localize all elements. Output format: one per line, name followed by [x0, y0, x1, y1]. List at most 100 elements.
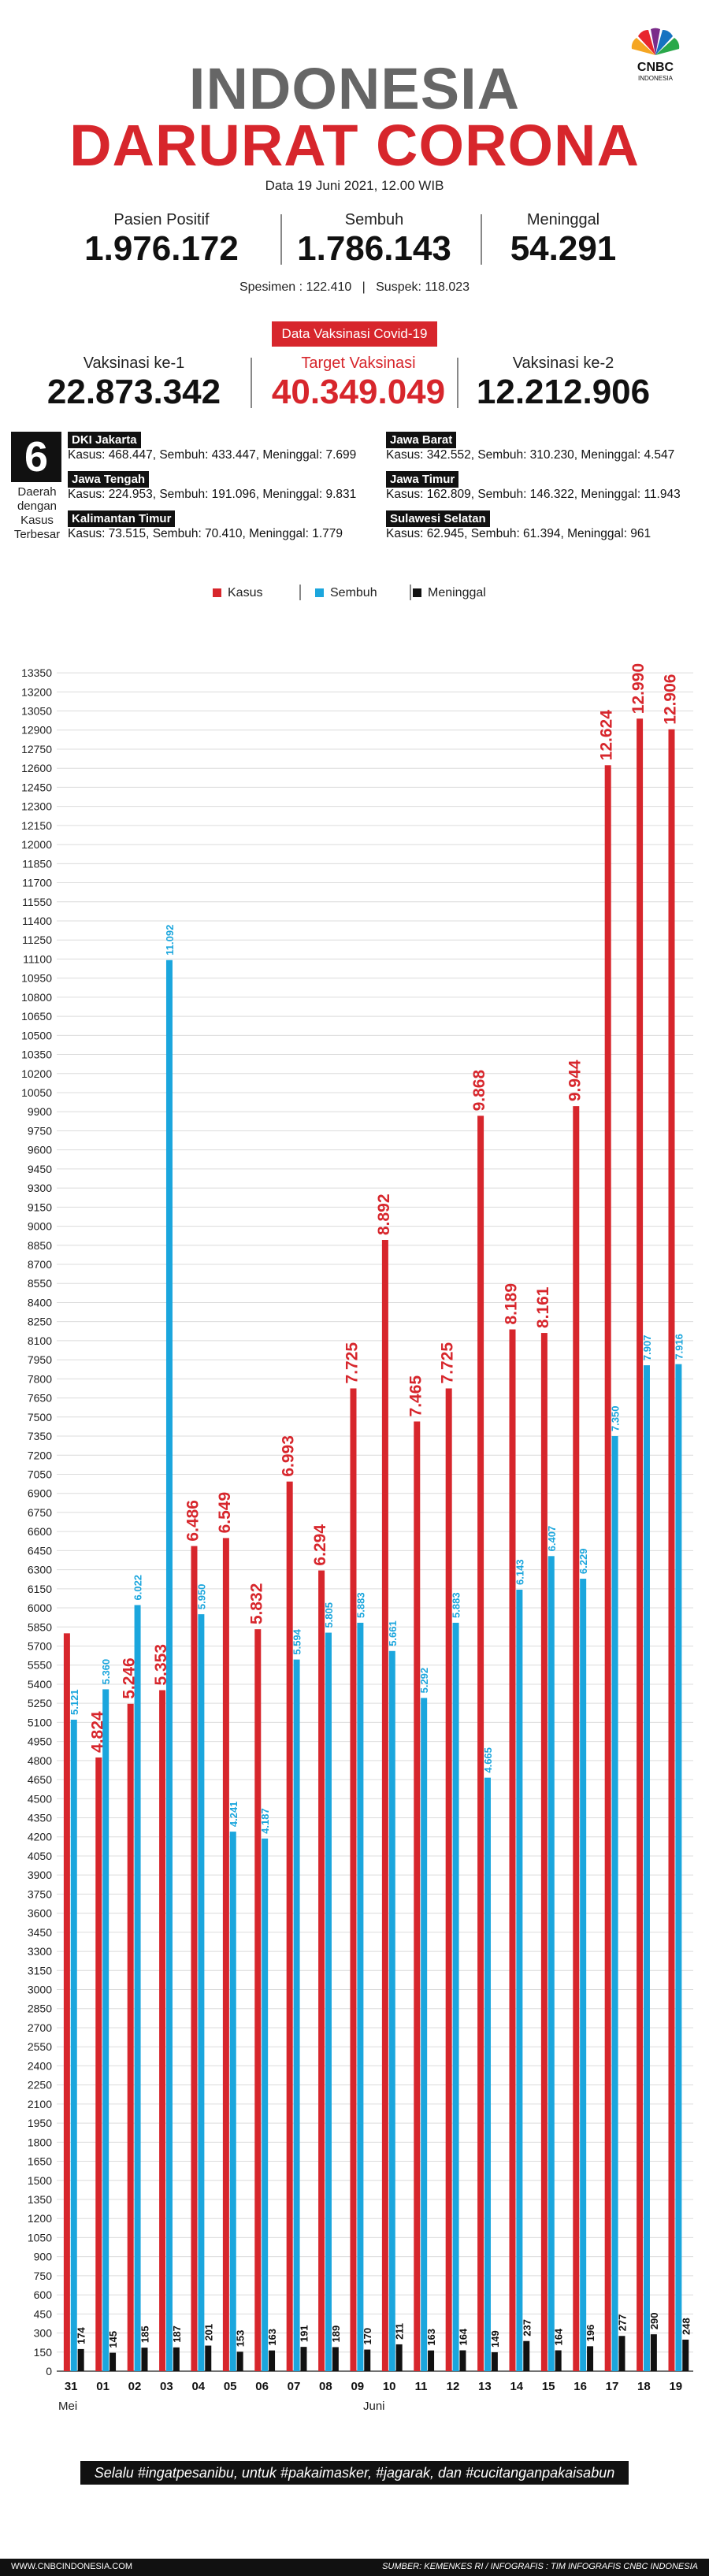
data-label-kasus: 8.189 — [502, 1283, 520, 1325]
y-tick-label: 4350 — [28, 1812, 52, 1824]
bar-kasus — [127, 1703, 134, 2371]
x-tick-label: 06 — [255, 2380, 269, 2393]
bar-sembuh — [421, 1698, 428, 2371]
bar-kasus — [95, 1757, 102, 2371]
x-tick-label: 15 — [542, 2380, 555, 2393]
bar-meninggal — [269, 2350, 276, 2371]
bar-meninggal — [491, 2351, 498, 2371]
bar-sembuh — [580, 1579, 587, 2371]
data-label-meninggal: 163 — [266, 2329, 278, 2346]
bar-kasus — [668, 729, 675, 2371]
legend-swatch-sembuh — [315, 588, 324, 598]
data-label-kasus: 8.892 — [375, 1193, 393, 1235]
y-tick-label: 1200 — [28, 2212, 52, 2225]
y-tick-label: 13200 — [21, 685, 52, 698]
y-tick-label: 2850 — [28, 2003, 52, 2015]
data-label-meninggal: 174 — [76, 2326, 87, 2344]
data-label-meninggal: 153 — [235, 2330, 247, 2348]
bar-meninggal — [77, 2348, 84, 2371]
month-label-mei: Mei — [58, 2400, 78, 2413]
title-line-1: INDONESIA — [188, 56, 521, 121]
cnbc-logo: CNBC INDONESIA — [624, 24, 687, 84]
data-label-kasus: 7.465 — [406, 1375, 425, 1417]
y-tick-label: 1950 — [28, 2117, 52, 2129]
bar-meninggal — [110, 2352, 117, 2371]
data-label-sembuh: 4.241 — [228, 1802, 239, 1828]
y-tick-label: 9300 — [28, 1182, 52, 1194]
meninggal-value: 54.291 — [510, 229, 617, 268]
y-tick-label: 900 — [34, 2251, 53, 2263]
suspek-text: Suspek: 118.023 — [376, 280, 470, 294]
data-label-kasus: 5.353 — [152, 1644, 170, 1686]
legend-kasus: Kasus — [213, 586, 262, 600]
bar-kasus — [222, 1538, 229, 2371]
x-tick-label: 04 — [191, 2380, 205, 2393]
region-name: DKI Jakarta — [68, 432, 141, 448]
data-label-meninggal: 187 — [171, 2325, 183, 2343]
x-tick-label: 19 — [669, 2380, 682, 2393]
spesimen-text: Spesimen : 122.410 — [239, 280, 352, 294]
x-tick-label: 03 — [160, 2380, 173, 2393]
y-tick-label: 11100 — [23, 952, 52, 965]
data-label-meninggal: 189 — [330, 2325, 342, 2343]
bar-sembuh — [102, 1689, 110, 2371]
y-tick-label: 12750 — [21, 743, 52, 755]
region-count: 6 — [11, 432, 61, 482]
region-stats: Kasus: 224.953, Sembuh: 191.096, Meningg… — [68, 488, 357, 501]
region-item-kaltim: Kalimantan Timur Kasus: 73.515, Sembuh: … — [68, 510, 343, 541]
data-label-sembuh: 5.883 — [451, 1592, 462, 1618]
data-label-kasus: 12.990 — [629, 663, 648, 714]
data-label-sembuh: 6.229 — [577, 1549, 589, 1575]
bar-kasus — [191, 1546, 198, 2371]
data-label-meninggal: 170 — [362, 2328, 373, 2345]
bar-kasus — [63, 1633, 70, 2371]
y-tick-label: 10200 — [21, 1067, 52, 1080]
y-tick-label: 10800 — [21, 991, 52, 1004]
bar-kasus — [540, 1333, 548, 2371]
bar-sembuh — [165, 960, 173, 2371]
data-label-meninggal: 211 — [394, 2323, 406, 2340]
y-tick-label: 5100 — [28, 1716, 52, 1728]
y-tick-label: 7350 — [28, 1430, 52, 1442]
data-label-kasus: 7.725 — [439, 1342, 457, 1384]
x-tick-label: 11 — [415, 2380, 428, 2393]
x-tick-label: 18 — [637, 2380, 651, 2393]
y-tick-label: 8850 — [28, 1239, 52, 1252]
bar-kasus — [637, 718, 644, 2371]
data-label-kasus: 5.832 — [247, 1583, 265, 1625]
y-tick-label: 2550 — [28, 2040, 52, 2053]
data-label-kasus: 9.944 — [566, 1060, 584, 1101]
region-stats: Kasus: 73.515, Sembuh: 70.410, Meninggal… — [68, 527, 343, 540]
bar-kasus — [381, 1240, 388, 2371]
y-tick-label: 4500 — [28, 1792, 52, 1805]
region-item-sulsel: Sulawesi Selatan Kasus: 62.945, Sembuh: … — [386, 510, 651, 541]
x-tick-label: 14 — [510, 2380, 523, 2393]
data-label-sembuh: 7.907 — [641, 1335, 653, 1361]
bar-meninggal — [587, 2346, 594, 2371]
data-label-meninggal: 191 — [298, 2325, 310, 2342]
x-tick-label: 10 — [383, 2380, 396, 2393]
y-tick-label: 11850 — [22, 857, 52, 870]
bar-sembuh — [548, 1556, 555, 2371]
data-label-sembuh: 4.187 — [259, 1808, 271, 1834]
y-tick-label: 150 — [34, 2346, 53, 2359]
bar-sembuh — [516, 1589, 523, 2371]
legend-swatch-meninggal — [413, 588, 421, 598]
bar-kasus — [254, 1629, 262, 2371]
bar-kasus — [604, 765, 611, 2371]
bar-sembuh — [643, 1365, 650, 2371]
y-tick-label: 12900 — [21, 724, 52, 737]
y-tick-label: 4650 — [28, 1773, 52, 1786]
legend-sembuh: Sembuh — [315, 586, 377, 600]
y-tick-label: 6150 — [28, 1583, 52, 1595]
data-label-sembuh: 5.883 — [354, 1592, 366, 1618]
region-name: Jawa Barat — [386, 432, 457, 448]
bar-sembuh — [325, 1632, 332, 2371]
divider — [410, 585, 411, 600]
data-label-sembuh: 5.292 — [418, 1668, 430, 1694]
y-tick-label: 6900 — [28, 1487, 52, 1500]
y-tick-label: 10650 — [21, 1010, 52, 1023]
y-tick-label: 11400 — [22, 915, 52, 927]
y-tick-label: 300 — [34, 2327, 53, 2340]
footer-source: SUMBER: KEMENKES RI / INFOGRAFIS : TIM I… — [382, 2562, 698, 2571]
